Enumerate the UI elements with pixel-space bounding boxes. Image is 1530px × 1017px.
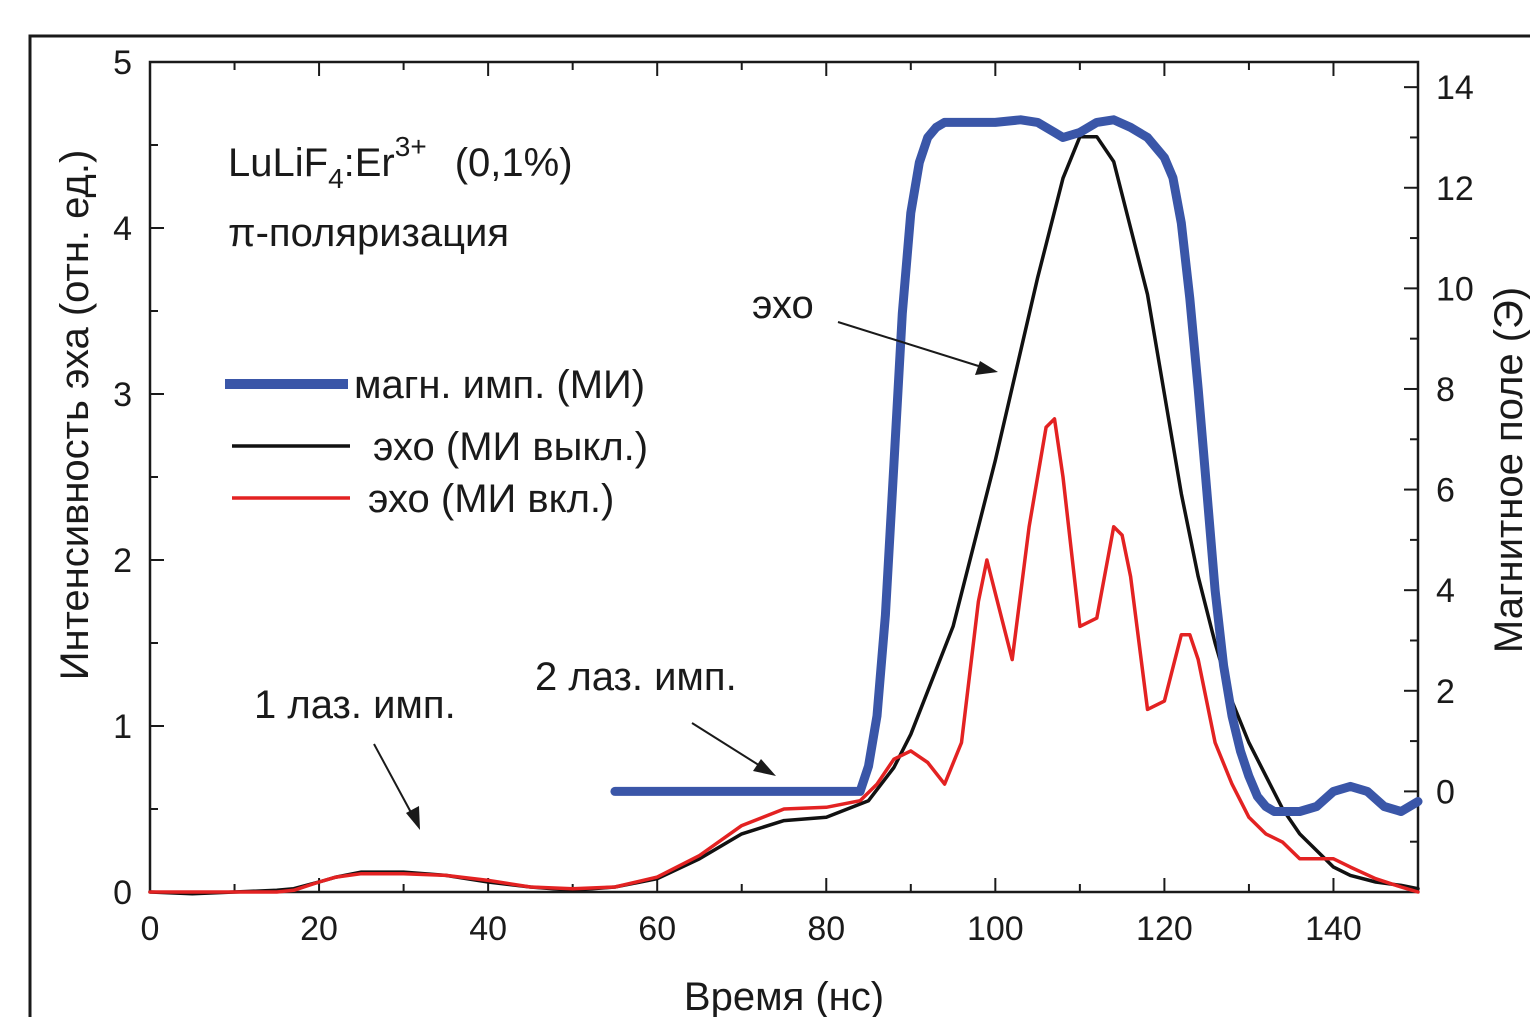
sample-annotation: LuLiF4:Er3+ (0,1%) [228, 131, 573, 194]
x-tick-label: 60 [638, 910, 676, 948]
series-echo-mi-on [148, 417, 1420, 894]
y2-tick-label: 10 [1436, 270, 1474, 308]
x-tick-label: 100 [967, 910, 1024, 948]
sample-base: LuLiF [228, 141, 328, 185]
sample-concentration: (0,1%) [455, 141, 573, 185]
laser2-annotation: 2 лаз. имп. [535, 655, 737, 699]
polarization-annotation: π-поляризация [228, 211, 509, 255]
y2-tick-label: 4 [1436, 572, 1455, 610]
x-tick-label: 140 [1305, 910, 1362, 948]
y2-tick-label: 2 [1436, 673, 1455, 711]
legend-label-echo-off: эхо (МИ выкл.) [373, 425, 648, 469]
legend: магн. имп. (МИ) эхо (МИ выкл.) эхо (МИ в… [225, 363, 648, 521]
figure-frame [28, 34, 1530, 1017]
y-tick-label: 5 [113, 44, 132, 82]
y-axis-title: Интенсивность эха (отн. ед.) [53, 150, 97, 681]
y-tick-label: 0 [113, 874, 132, 912]
y2-tick-label: 6 [1436, 472, 1455, 510]
x-tick-label: 40 [469, 910, 507, 948]
echo-arrow-head [975, 361, 998, 375]
laser2-arrow-line [691, 722, 766, 770]
sample-mid: :Er [344, 141, 395, 185]
x-tick-label: 80 [807, 910, 845, 948]
y2-tick-label: 8 [1436, 371, 1455, 409]
y2-tick-labels: 0 2 4 6 8 10 12 14 [1436, 69, 1474, 811]
legend-label-echo-on: эхо (МИ вкл.) [368, 477, 614, 521]
y-tick-label: 2 [113, 542, 132, 580]
sample-superscript: 3+ [395, 131, 427, 162]
y-tick-label: 4 [113, 210, 132, 248]
sample-subscript: 4 [328, 163, 344, 194]
x-tick-labels: 0 20 40 60 80 100 120 140 [141, 910, 1362, 948]
series-magnetic-pulse [610, 115, 1423, 816]
laser2-arrow-head [753, 759, 776, 776]
laser1-arrow-head [406, 806, 420, 830]
series-layer [148, 115, 1423, 896]
legend-label-magnetic: магн. имп. (МИ) [354, 363, 645, 407]
y2-tick-label: 0 [1436, 773, 1455, 811]
y2-tick-label: 12 [1436, 170, 1474, 208]
x-tick-label: 20 [300, 910, 338, 948]
y-tick-label: 3 [113, 376, 132, 414]
x-tick-label: 120 [1136, 910, 1193, 948]
y-tick-label: 1 [113, 708, 132, 746]
echo-annotation: эхо [752, 283, 814, 327]
echo-arrow-line [837, 321, 989, 370]
x-tick-label: 0 [141, 910, 160, 948]
y2-tick-label: 14 [1436, 69, 1474, 107]
y-tick-labels: 0 1 2 3 4 5 [113, 44, 132, 912]
x-axis-title: Время (нс) [684, 975, 884, 1017]
laser1-arrow-line [373, 743, 415, 819]
y2-axis-title: Магнитное поле (Э) [1487, 287, 1530, 653]
laser1-annotation: 1 лаз. имп. [254, 683, 456, 727]
